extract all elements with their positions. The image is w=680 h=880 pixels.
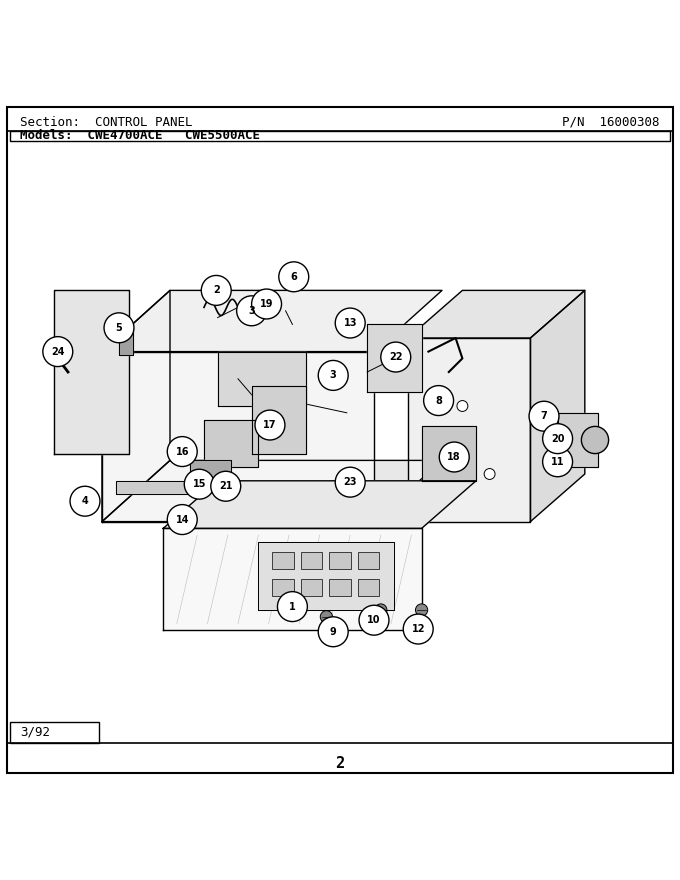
Polygon shape bbox=[530, 290, 585, 522]
Circle shape bbox=[439, 442, 469, 472]
Polygon shape bbox=[558, 413, 598, 467]
Text: 7: 7 bbox=[541, 411, 547, 422]
Text: 18: 18 bbox=[447, 452, 461, 462]
Circle shape bbox=[318, 617, 348, 647]
Bar bbox=[301, 579, 322, 597]
Polygon shape bbox=[119, 327, 133, 355]
Circle shape bbox=[255, 410, 285, 440]
Bar bbox=[272, 553, 294, 569]
Bar bbox=[301, 553, 322, 569]
Circle shape bbox=[252, 289, 282, 319]
Circle shape bbox=[277, 591, 307, 621]
Text: 6: 6 bbox=[290, 272, 297, 282]
Circle shape bbox=[237, 296, 267, 326]
Circle shape bbox=[415, 604, 428, 616]
Circle shape bbox=[167, 504, 197, 534]
Circle shape bbox=[457, 435, 468, 445]
Circle shape bbox=[543, 447, 573, 477]
Text: 3: 3 bbox=[248, 306, 255, 316]
Circle shape bbox=[320, 611, 333, 623]
Polygon shape bbox=[367, 325, 422, 392]
Polygon shape bbox=[116, 480, 360, 495]
Text: 2: 2 bbox=[213, 285, 220, 296]
Text: Section:  CONTROL PANEL: Section: CONTROL PANEL bbox=[20, 116, 193, 129]
Polygon shape bbox=[422, 427, 476, 480]
Text: 10: 10 bbox=[367, 615, 381, 625]
Text: 1: 1 bbox=[289, 602, 296, 612]
Circle shape bbox=[457, 400, 468, 412]
Text: 24: 24 bbox=[51, 347, 65, 356]
Circle shape bbox=[335, 467, 365, 497]
Text: 9: 9 bbox=[330, 627, 337, 637]
Text: 4: 4 bbox=[82, 496, 88, 506]
Polygon shape bbox=[102, 460, 442, 522]
Circle shape bbox=[381, 342, 411, 372]
Text: 8: 8 bbox=[435, 395, 442, 406]
Circle shape bbox=[70, 487, 100, 517]
Circle shape bbox=[424, 385, 454, 415]
Polygon shape bbox=[218, 352, 306, 406]
Polygon shape bbox=[163, 480, 476, 528]
Polygon shape bbox=[190, 460, 231, 488]
Circle shape bbox=[375, 604, 387, 616]
Bar bbox=[358, 553, 379, 569]
Circle shape bbox=[104, 312, 134, 342]
Circle shape bbox=[335, 308, 365, 338]
Circle shape bbox=[184, 469, 214, 499]
Text: 15: 15 bbox=[192, 480, 206, 489]
Text: 19: 19 bbox=[260, 299, 273, 309]
Text: 16: 16 bbox=[175, 446, 189, 457]
Bar bbox=[329, 579, 351, 597]
Polygon shape bbox=[102, 352, 374, 522]
Bar bbox=[272, 579, 294, 597]
Polygon shape bbox=[102, 290, 170, 522]
Circle shape bbox=[211, 472, 241, 502]
Polygon shape bbox=[252, 385, 306, 453]
Polygon shape bbox=[408, 338, 530, 522]
Circle shape bbox=[529, 401, 559, 431]
Bar bbox=[10, 722, 99, 743]
Circle shape bbox=[50, 348, 63, 362]
Circle shape bbox=[43, 337, 73, 367]
Text: 2: 2 bbox=[335, 756, 345, 771]
Text: 17: 17 bbox=[263, 420, 277, 430]
Polygon shape bbox=[204, 420, 258, 467]
Circle shape bbox=[167, 436, 197, 466]
Polygon shape bbox=[163, 528, 422, 630]
Bar bbox=[358, 579, 379, 597]
Text: 3/92: 3/92 bbox=[20, 726, 50, 739]
Text: 14: 14 bbox=[175, 515, 189, 524]
Bar bbox=[329, 553, 351, 569]
Circle shape bbox=[484, 468, 495, 480]
Text: 21: 21 bbox=[219, 481, 233, 491]
Circle shape bbox=[318, 361, 348, 391]
Text: Models:  CWE4700ACE   CWE5500ACE: Models: CWE4700ACE CWE5500ACE bbox=[20, 129, 260, 143]
Text: 23: 23 bbox=[343, 477, 357, 488]
Text: 5: 5 bbox=[116, 323, 122, 333]
Text: 20: 20 bbox=[551, 434, 564, 444]
Circle shape bbox=[403, 614, 433, 644]
Text: 22: 22 bbox=[389, 352, 403, 362]
Circle shape bbox=[581, 427, 609, 453]
Circle shape bbox=[279, 262, 309, 292]
Polygon shape bbox=[54, 290, 129, 453]
Polygon shape bbox=[258, 542, 394, 610]
Bar bbox=[10, 130, 670, 141]
Text: 11: 11 bbox=[551, 457, 564, 466]
Text: 12: 12 bbox=[411, 624, 425, 634]
Text: P/N  16000308: P/N 16000308 bbox=[562, 116, 660, 129]
Circle shape bbox=[201, 275, 231, 305]
Text: 3: 3 bbox=[330, 370, 337, 380]
Polygon shape bbox=[408, 290, 585, 338]
Polygon shape bbox=[102, 290, 442, 352]
Circle shape bbox=[359, 605, 389, 635]
Text: 13: 13 bbox=[343, 318, 357, 328]
Circle shape bbox=[543, 423, 573, 453]
